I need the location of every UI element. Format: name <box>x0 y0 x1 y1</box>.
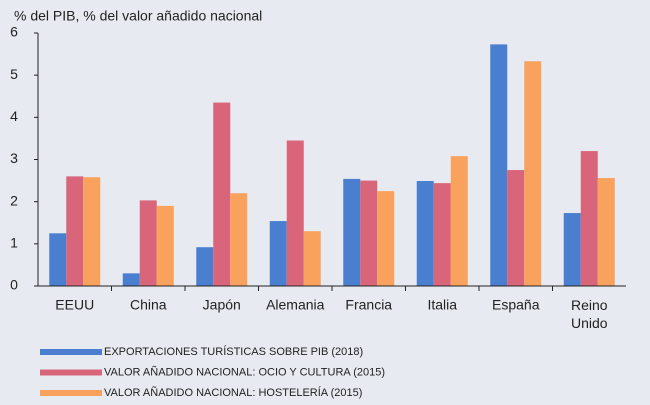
y-tick-label: 0 <box>10 277 18 293</box>
bar <box>66 176 84 286</box>
bar <box>433 183 451 286</box>
bar <box>563 213 581 286</box>
bar <box>377 191 395 286</box>
legend-label: EXPORTACIONES TURÍSTICAS SOBRE PIB (2018… <box>104 345 363 358</box>
bar <box>580 151 598 286</box>
x-tick-label: EEUU <box>55 297 94 313</box>
x-tick-label: Alemania <box>266 297 325 313</box>
bar <box>507 170 525 286</box>
bar <box>303 231 321 286</box>
bar <box>286 140 304 286</box>
legend-swatch <box>40 349 102 355</box>
bar <box>450 156 468 286</box>
bar <box>196 247 214 286</box>
bar <box>269 221 287 286</box>
x-tick-label: Francia <box>345 297 392 313</box>
bar <box>83 177 101 286</box>
bar <box>139 200 157 286</box>
bar <box>230 193 248 286</box>
y-tick-label: 5 <box>10 66 18 82</box>
bar <box>360 180 378 286</box>
bar <box>524 61 542 287</box>
y-tick-label: 3 <box>10 150 18 166</box>
x-tick-label: Japón <box>203 297 241 313</box>
x-tick-label: España <box>492 297 540 313</box>
bar <box>416 181 434 286</box>
bar <box>490 44 508 287</box>
y-tick-label: 4 <box>10 108 18 124</box>
bar <box>49 233 67 286</box>
x-tick-label: China <box>130 297 167 313</box>
bar <box>156 205 174 286</box>
y-tick-label: 6 <box>10 24 18 40</box>
legend-swatch <box>40 369 102 376</box>
bar <box>343 178 361 286</box>
bar <box>122 273 140 286</box>
axis-title: % del PIB, % del valor añadido nacional <box>14 8 262 24</box>
y-tick-label: 2 <box>10 192 18 208</box>
y-tick-label: 1 <box>10 235 18 251</box>
x-tick-label: Reino Unido <box>571 297 608 331</box>
legend-label: VALOR AÑADIDO NACIONAL: HOSTELERÍA (2015… <box>104 386 362 399</box>
bar <box>597 178 615 286</box>
legend-swatch <box>40 390 102 396</box>
x-tick-label: Italia <box>427 297 457 313</box>
legend-label: VALOR AÑADIDO NACIONAL: OCIO Y CULTURA (… <box>104 365 385 378</box>
bar <box>213 102 231 286</box>
